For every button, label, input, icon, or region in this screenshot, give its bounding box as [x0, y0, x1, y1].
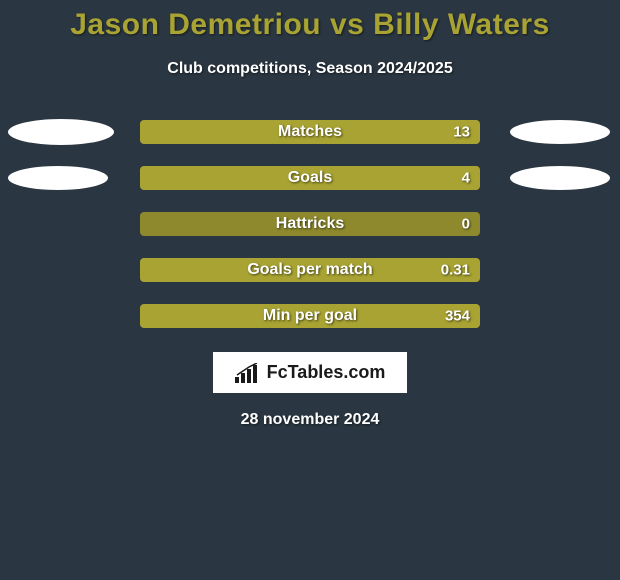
stat-label: Goals: [288, 169, 332, 187]
stat-row: Min per goal 354: [0, 304, 620, 328]
stat-label: Matches: [278, 123, 342, 141]
stat-label: Goals per match: [247, 261, 372, 279]
stat-value-right: 0.31: [441, 262, 470, 279]
stat-value-right: 354: [445, 308, 470, 325]
stat-row: Hattricks 0: [0, 212, 620, 236]
date-label: 28 november 2024: [241, 411, 380, 429]
stat-label: Min per goal: [263, 307, 357, 325]
page-title: Jason Demetriou vs Billy Waters: [70, 8, 550, 42]
source-badge[interactable]: FcTables.com: [213, 352, 408, 393]
stat-value-right: 0: [462, 216, 470, 233]
stat-bar: Min per goal 354: [140, 304, 480, 328]
player-oval-right: [510, 166, 610, 190]
stat-row: Goals per match 0.31: [0, 258, 620, 282]
stat-rows: Matches 13 Goals 4 Hattricks 0 Goals per match…: [0, 120, 620, 328]
stat-row: Goals 4: [0, 166, 620, 190]
player-oval-right: [510, 120, 610, 144]
stat-bar: Hattricks 0: [140, 212, 480, 236]
stat-label: Hattricks: [276, 215, 344, 233]
stat-bar: Matches 13: [140, 120, 480, 144]
chart-icon: [235, 363, 261, 383]
stat-bar: Goals per match 0.31: [140, 258, 480, 282]
stat-value-right: 13: [453, 124, 470, 141]
stats-container: Jason Demetriou vs Billy Waters Club com…: [0, 0, 620, 429]
subtitle: Club competitions, Season 2024/2025: [167, 60, 452, 78]
stat-row: Matches 13: [0, 120, 620, 144]
stat-value-right: 4: [462, 170, 470, 187]
player-oval-left: [8, 119, 114, 145]
player-oval-left: [8, 166, 108, 190]
stat-bar: Goals 4: [140, 166, 480, 190]
badge-text: FcTables.com: [267, 362, 386, 383]
